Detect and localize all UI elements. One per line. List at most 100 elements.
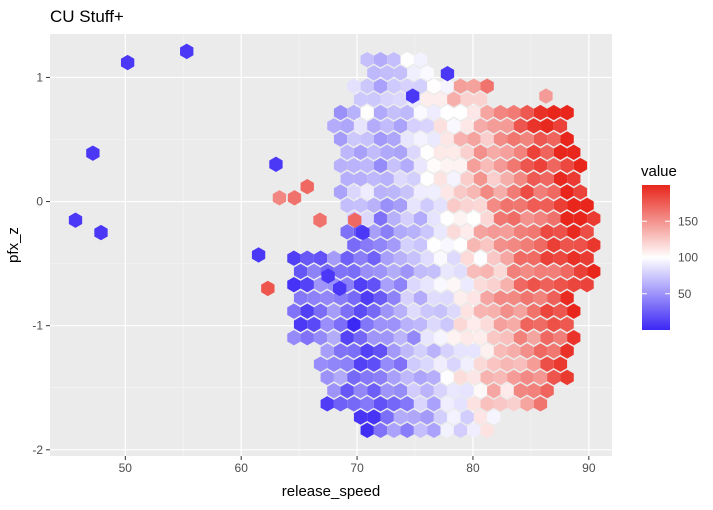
hex-cell [533,131,548,147]
hex-cell [573,263,588,280]
hex-cell [420,250,434,266]
hex-cell [427,210,441,227]
y-tick-label: 1 [36,70,43,84]
hex-cell [473,197,488,213]
hex-cell-outlier [406,88,420,104]
hex-cell [567,250,581,266]
hex-cell [493,237,508,253]
hex-cell [513,277,528,293]
hex-cell-outlier [539,88,553,104]
hex-cell [460,382,474,399]
hex-cell [300,250,314,266]
hex-cell [493,290,508,306]
hex-cell [567,144,581,161]
hex-cell [420,382,434,399]
hex-cell [520,369,534,386]
hex-cell [420,224,434,240]
hex-cell [407,65,421,81]
hex-cell [407,329,421,346]
hex-cell [433,303,448,319]
hex-cell [433,91,448,108]
hex-cell [367,277,381,293]
hex-cell [473,303,488,319]
hex-cell [493,316,508,333]
hex-cell [533,104,548,121]
hex-cell [413,369,428,386]
hex-cell [520,343,534,359]
hex-cell-outlier [68,212,83,228]
hex-cell [333,157,348,174]
hex-cell [440,78,454,94]
hex-cell [400,131,414,147]
hex-cell [360,104,374,121]
hex-cell [453,210,468,227]
hex-cell [373,343,388,359]
legend-label: 100 [678,251,698,265]
hex-cell [453,131,468,147]
hex-cell [360,78,374,94]
hex-cell [467,290,481,306]
hex-cell [547,184,561,200]
hex-cell [393,303,408,319]
hex-cell [427,104,441,121]
hex-cell [433,250,448,266]
hex-cell [547,237,561,253]
hex-cell [347,396,361,412]
hex-cell [427,237,441,253]
hex-cell [440,210,454,227]
hex-cell [493,263,508,280]
hex-cell [347,290,361,306]
hex-cell [447,91,461,108]
hex-cell [467,369,481,386]
hex-cell [360,422,374,439]
hex-cell [467,263,481,280]
hex-cell [533,210,548,227]
hex-cell [400,237,414,253]
hex-cell [460,197,474,213]
hex-cell [473,356,488,372]
hex-cell [373,369,388,386]
hex-cell [487,144,501,161]
hex-cell [560,290,574,306]
hex-cell [427,131,441,147]
hex-cell [487,197,501,213]
hex-cell-outlier [300,178,314,195]
hex-cell [360,290,374,306]
hex-cell [413,131,428,147]
hex-cell [327,329,341,346]
hex-cell [427,263,441,280]
hex-cell [527,197,541,213]
hex-cell [353,144,368,161]
hex-cell [500,250,514,266]
hex-cell [507,263,521,280]
hex-cell [360,157,374,174]
hex-cell [467,343,481,359]
hex-cell [380,409,394,425]
hex-cell [367,91,381,108]
hex-cell [460,277,474,293]
hex-cell [333,184,348,200]
hex-cell [440,237,454,253]
hex-cell [380,277,394,293]
hex-cell [500,303,514,319]
hex-cell [380,65,394,81]
hex-cell [433,144,448,161]
hex-cell [320,343,334,359]
hex-cell [327,356,341,372]
hex-cell [500,356,514,372]
hex-cell [313,329,328,346]
hex-cell [480,263,494,280]
hex-cell [467,210,481,227]
hex-cell [560,210,574,227]
hex-cell [467,316,481,333]
hex-cell [433,409,448,425]
hex-cell [387,104,401,121]
hex-cell [353,329,368,346]
hex-cell [393,382,408,399]
hex-cell [533,369,548,386]
hex-cell [393,65,408,81]
hex-cell [420,118,434,134]
hex-cell [587,263,601,280]
hex-cell-outlier [269,156,283,173]
